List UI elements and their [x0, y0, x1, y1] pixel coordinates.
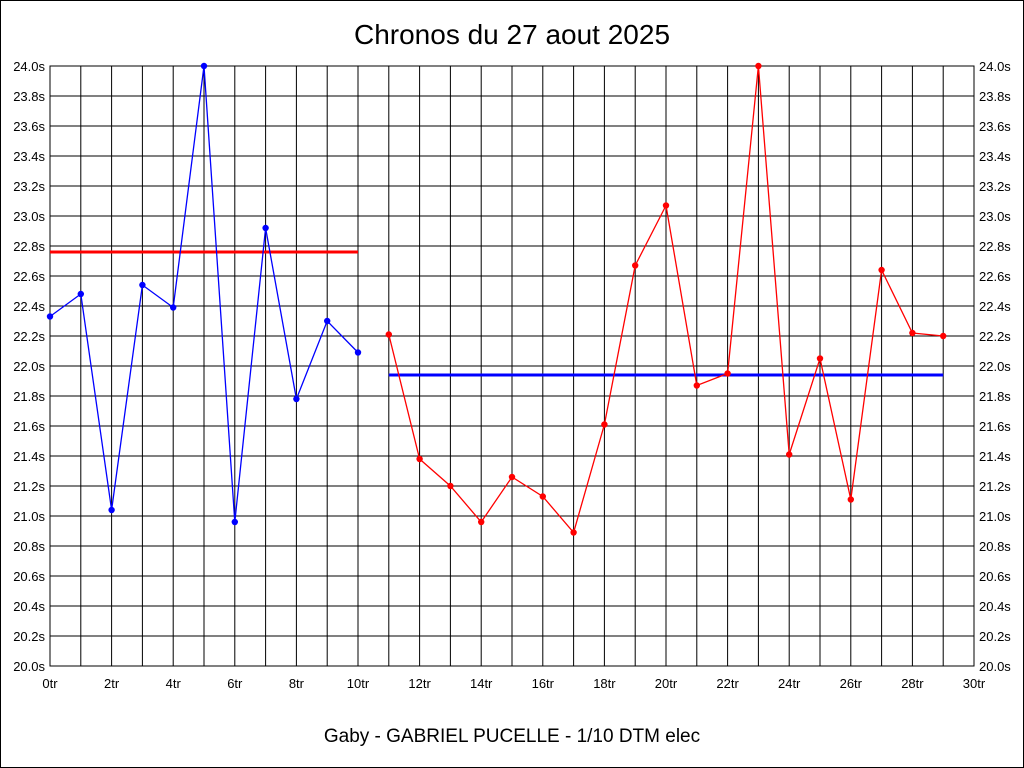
reference-lines [50, 250, 944, 377]
y-tick-label-right: 24.0s [979, 59, 1011, 74]
chart-footer: Gaby - GABRIEL PUCELLE - 1/10 DTM elec [324, 726, 700, 747]
y-tick-label-right: 23.2s [979, 179, 1011, 194]
data-point [385, 331, 392, 338]
data-point [46, 313, 54, 320]
chart-title: Chronos du 27 aout 2025 [354, 19, 670, 50]
x-tick-label: 22tr [716, 676, 739, 691]
y-tick-label-left: 21.8s [13, 389, 45, 404]
data-point [909, 329, 916, 337]
data-point [724, 370, 731, 377]
data-point [816, 355, 824, 362]
x-tick-label: 4tr [166, 676, 182, 691]
data-point [324, 317, 331, 325]
y-tick-label-right: 21.0s [979, 509, 1011, 524]
data-point [662, 202, 670, 209]
data-point [755, 62, 762, 70]
y-tick-label-left: 20.2s [13, 629, 45, 644]
data-point [847, 496, 854, 503]
x-tick-label: 12tr [408, 676, 431, 691]
y-tick-label-left: 22.2s [13, 329, 45, 344]
x-tick-label: 18tr [593, 676, 616, 691]
x-tick-label: 14tr [470, 676, 493, 691]
x-tick-label: 20tr [655, 676, 678, 691]
y-tick-label-left: 23.4s [13, 149, 45, 164]
y-tick-label-right: 21.6s [979, 419, 1011, 434]
y-tick-label-right: 20.2s [979, 629, 1011, 644]
y-tick-label-left: 23.2s [13, 179, 45, 194]
data-point [940, 332, 947, 340]
y-tick-label-right: 21.4s [979, 449, 1011, 464]
data-point [170, 304, 177, 311]
y-tick-label-left: 20.8s [13, 539, 45, 554]
y-tick-label-left: 23.6s [13, 119, 45, 134]
y-tick-label-right: 22.2s [979, 329, 1011, 344]
data-point [77, 290, 85, 298]
y-tick-label-right: 23.8s [979, 89, 1011, 104]
data-point [293, 395, 300, 403]
y-axis-ticks: 20.0s 20.0s 20.2s 20.2s 20.4s 20.4s 20.6s 20.6s… [13, 59, 1011, 674]
x-tick-label: 6tr [227, 676, 243, 691]
y-tick-label-right: 20.8s [979, 539, 1011, 554]
y-tick-label-left: 20.0s [13, 659, 45, 674]
y-tick-label-right: 22.8s [979, 239, 1011, 254]
y-tick-label-left: 20.6s [13, 569, 45, 584]
y-tick-label-left: 22.6s [13, 269, 45, 284]
data-point [508, 473, 516, 481]
data-point [354, 349, 362, 356]
y-tick-label-left: 23.8s [13, 89, 45, 104]
x-tick-label: 16tr [532, 676, 555, 691]
y-tick-label-left: 22.8s [13, 239, 45, 254]
data-point [878, 266, 885, 274]
x-tick-label: 10tr [347, 676, 370, 691]
y-tick-label-right: 23.6s [979, 119, 1011, 134]
data-point [200, 62, 208, 70]
x-tick-label: 28tr [901, 676, 924, 691]
y-tick-label-left: 22.0s [13, 359, 45, 374]
data-point [108, 506, 115, 514]
y-tick-label-left: 21.0s [13, 509, 45, 524]
x-axis-ticks: 0tr 2tr 4tr 6tr 8tr 10tr 12tr 14tr 16tr 18tr 20tr 2… [42, 676, 985, 691]
y-tick-label-right: 21.8s [979, 389, 1011, 404]
y-tick-label-left: 21.2s [13, 479, 45, 494]
data-point [478, 518, 485, 526]
y-tick-label-right: 20.6s [979, 569, 1011, 584]
data-point [231, 518, 238, 526]
y-tick-label-right: 22.6s [979, 269, 1011, 284]
x-tick-label: 8tr [289, 676, 305, 691]
data-point [416, 455, 423, 463]
series [46, 62, 947, 536]
data-point [447, 482, 454, 490]
data-point [786, 451, 793, 458]
y-tick-label-left: 23.0s [13, 209, 45, 224]
y-tick-label-left: 21.6s [13, 419, 45, 434]
data-point [632, 262, 639, 269]
data-point [601, 421, 608, 428]
y-tick-label-right: 20.4s [979, 599, 1011, 614]
data-point [693, 382, 700, 389]
y-tick-label-left: 24.0s [13, 59, 45, 74]
y-tick-label-right: 22.4s [979, 299, 1011, 314]
y-tick-label-left: 20.4s [13, 599, 45, 614]
y-tick-label-right: 23.4s [979, 149, 1011, 164]
x-tick-label: 0tr [42, 676, 58, 691]
x-tick-label: 30tr [963, 676, 986, 691]
x-tick-label: 26tr [840, 676, 863, 691]
y-tick-label-right: 21.2s [979, 479, 1011, 494]
x-tick-label: 2tr [104, 676, 120, 691]
data-point [570, 529, 577, 536]
x-tick-label: 24tr [778, 676, 801, 691]
y-tick-label-left: 22.4s [13, 299, 45, 314]
y-tick-label-right: 23.0s [979, 209, 1011, 224]
grid [49, 65, 975, 667]
y-tick-label-left: 21.4s [13, 449, 45, 464]
data-point [262, 224, 269, 232]
y-tick-label-right: 22.0s [979, 359, 1011, 374]
y-tick-label-right: 20.0s [979, 659, 1011, 674]
data-point [139, 281, 146, 289]
data-point [539, 493, 546, 500]
